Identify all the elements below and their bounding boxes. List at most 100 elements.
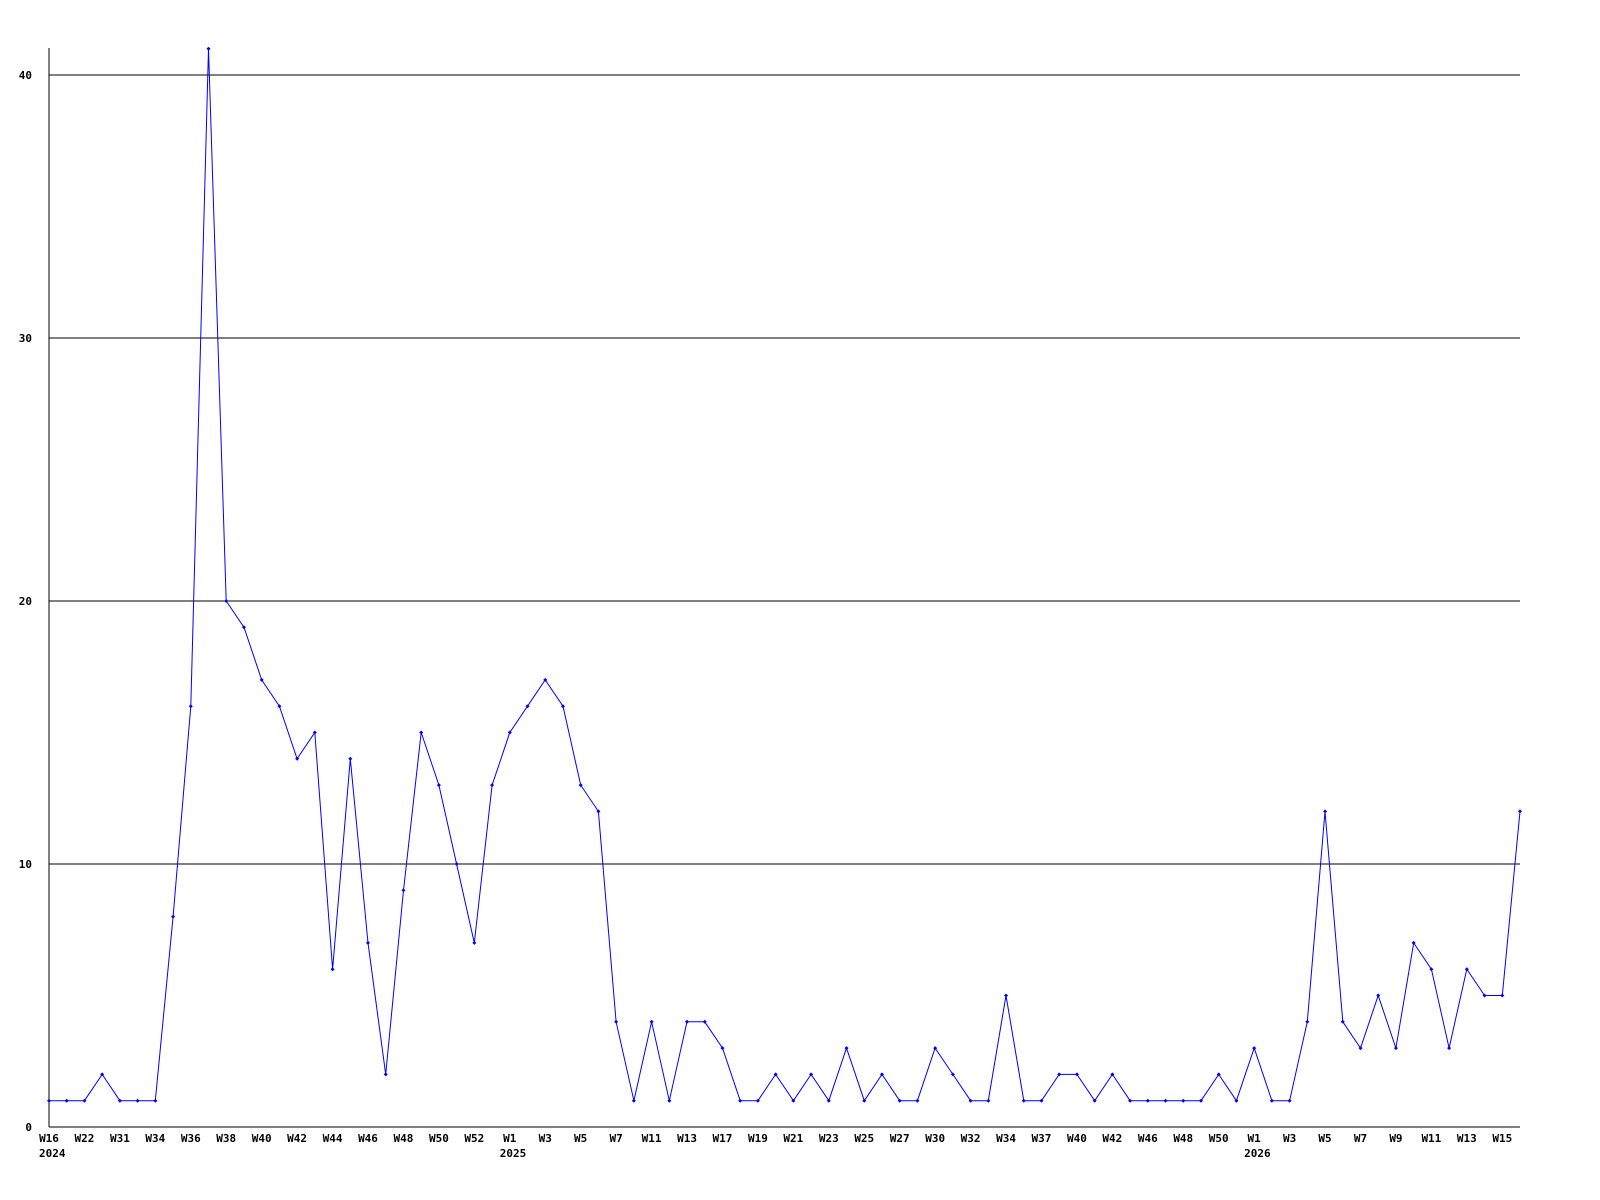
x-tick-label: W3 xyxy=(1283,1132,1296,1145)
data-point xyxy=(685,1019,690,1024)
x-tick-label: W7 xyxy=(1354,1132,1367,1145)
data-point xyxy=(312,730,317,735)
data-point xyxy=(47,1098,51,1103)
x-tick-label: W25 xyxy=(854,1132,874,1145)
data-point xyxy=(826,1098,831,1103)
data-point xyxy=(419,730,424,735)
x-tick-label: W22 xyxy=(75,1132,95,1145)
x-tick-label: W11 xyxy=(642,1132,662,1145)
y-tick-label: 0 xyxy=(25,1121,32,1134)
x-tick-label: W34 xyxy=(145,1132,165,1145)
x-tick-label: W48 xyxy=(394,1132,414,1145)
year-label: 2026 xyxy=(1244,1147,1271,1160)
x-tick-label: W3 xyxy=(539,1132,552,1145)
data-point xyxy=(135,1098,140,1103)
data-point xyxy=(897,1098,902,1103)
data-point xyxy=(631,1098,636,1103)
x-tick-label: W44 xyxy=(323,1132,343,1145)
data-point xyxy=(1482,993,1487,998)
data-point xyxy=(1376,993,1381,998)
data-point xyxy=(1358,1046,1363,1051)
data-point xyxy=(117,1098,122,1103)
data-point xyxy=(1145,1098,1150,1103)
data-point xyxy=(171,914,176,919)
x-tick-label: W1 xyxy=(503,1132,517,1145)
x-tick-label: W13 xyxy=(677,1132,697,1145)
data-point xyxy=(259,677,264,682)
x-tick-label: W13 xyxy=(1457,1132,1477,1145)
x-tick-label: W27 xyxy=(890,1132,910,1145)
y-tick-label: 30 xyxy=(19,332,32,345)
y-tick-label: 40 xyxy=(19,69,32,82)
data-point xyxy=(560,704,565,709)
data-point xyxy=(915,1098,920,1103)
x-tick-label: W11 xyxy=(1421,1132,1441,1145)
data-point xyxy=(472,940,477,945)
data-point xyxy=(933,1046,938,1051)
grid-lines xyxy=(49,74,1520,865)
x-tick-labels: W16 W22 W31 W34 W36 W38 W40 W42 W44 W46 W48 W50 W52 W… xyxy=(39,1132,1512,1160)
axes xyxy=(48,48,1520,1128)
data-point xyxy=(224,599,229,603)
data-point xyxy=(507,730,512,735)
x-tick-label: W17 xyxy=(713,1132,733,1145)
x-tick-label: W46 xyxy=(358,1132,378,1145)
data-point xyxy=(277,704,282,709)
x-tick-label: W48 xyxy=(1173,1132,1193,1145)
x-tick-label: W52 xyxy=(464,1132,484,1145)
data-point xyxy=(702,1019,707,1024)
x-tick-label: W1 xyxy=(1248,1132,1262,1145)
x-tick-label: W19 xyxy=(748,1132,768,1145)
data-point xyxy=(401,888,406,893)
data-point xyxy=(206,46,211,51)
data-point xyxy=(188,704,193,709)
data-point xyxy=(330,967,335,972)
data-point xyxy=(649,1019,654,1024)
data-line xyxy=(49,48,1521,1102)
x-tick-label: W16 xyxy=(39,1132,59,1145)
data-point xyxy=(1305,1019,1310,1024)
data-point xyxy=(596,809,601,814)
data-point xyxy=(844,1046,849,1051)
data-point xyxy=(1128,1098,1133,1103)
data-point xyxy=(791,1098,796,1103)
data-point xyxy=(241,625,246,630)
x-tick-label: W40 xyxy=(1067,1132,1087,1145)
data-point xyxy=(1216,1072,1221,1077)
x-tick-label: W31 xyxy=(110,1132,130,1145)
data-point xyxy=(82,1098,87,1103)
x-tick-label: W40 xyxy=(252,1132,272,1145)
x-tick-label: W21 xyxy=(783,1132,803,1145)
x-tick-label: W5 xyxy=(574,1132,587,1145)
data-point xyxy=(1004,993,1009,998)
year-label: 2025 xyxy=(500,1147,527,1160)
data-point xyxy=(862,1098,867,1103)
x-tick-label: W42 xyxy=(1102,1132,1122,1145)
x-tick-label: W34 xyxy=(996,1132,1016,1145)
data-point xyxy=(667,1098,672,1103)
data-point xyxy=(578,783,583,788)
data-point xyxy=(809,1072,814,1077)
x-tick-label: W38 xyxy=(216,1132,236,1145)
series-line xyxy=(47,46,1522,1103)
data-point xyxy=(1234,1098,1239,1103)
data-point xyxy=(720,1046,725,1051)
x-tick-label: W50 xyxy=(1209,1132,1229,1145)
data-point xyxy=(614,1019,619,1024)
data-point xyxy=(543,677,548,682)
data-point xyxy=(1092,1098,1097,1103)
data-point xyxy=(436,783,441,788)
data-point xyxy=(1340,1019,1345,1024)
data-point xyxy=(1518,809,1522,814)
data-point xyxy=(1287,1098,1292,1103)
data-point xyxy=(1429,967,1434,972)
data-point xyxy=(1021,1098,1026,1103)
data-point xyxy=(1252,1046,1257,1051)
x-tick-label: W30 xyxy=(925,1132,945,1145)
y-tick-label: 10 xyxy=(19,858,32,871)
data-point xyxy=(1393,1046,1398,1051)
data-point xyxy=(986,1098,991,1103)
y-tick-labels: 0 10 20 30 40 xyxy=(19,69,32,1134)
data-point xyxy=(1464,967,1469,972)
data-point xyxy=(1163,1098,1168,1103)
